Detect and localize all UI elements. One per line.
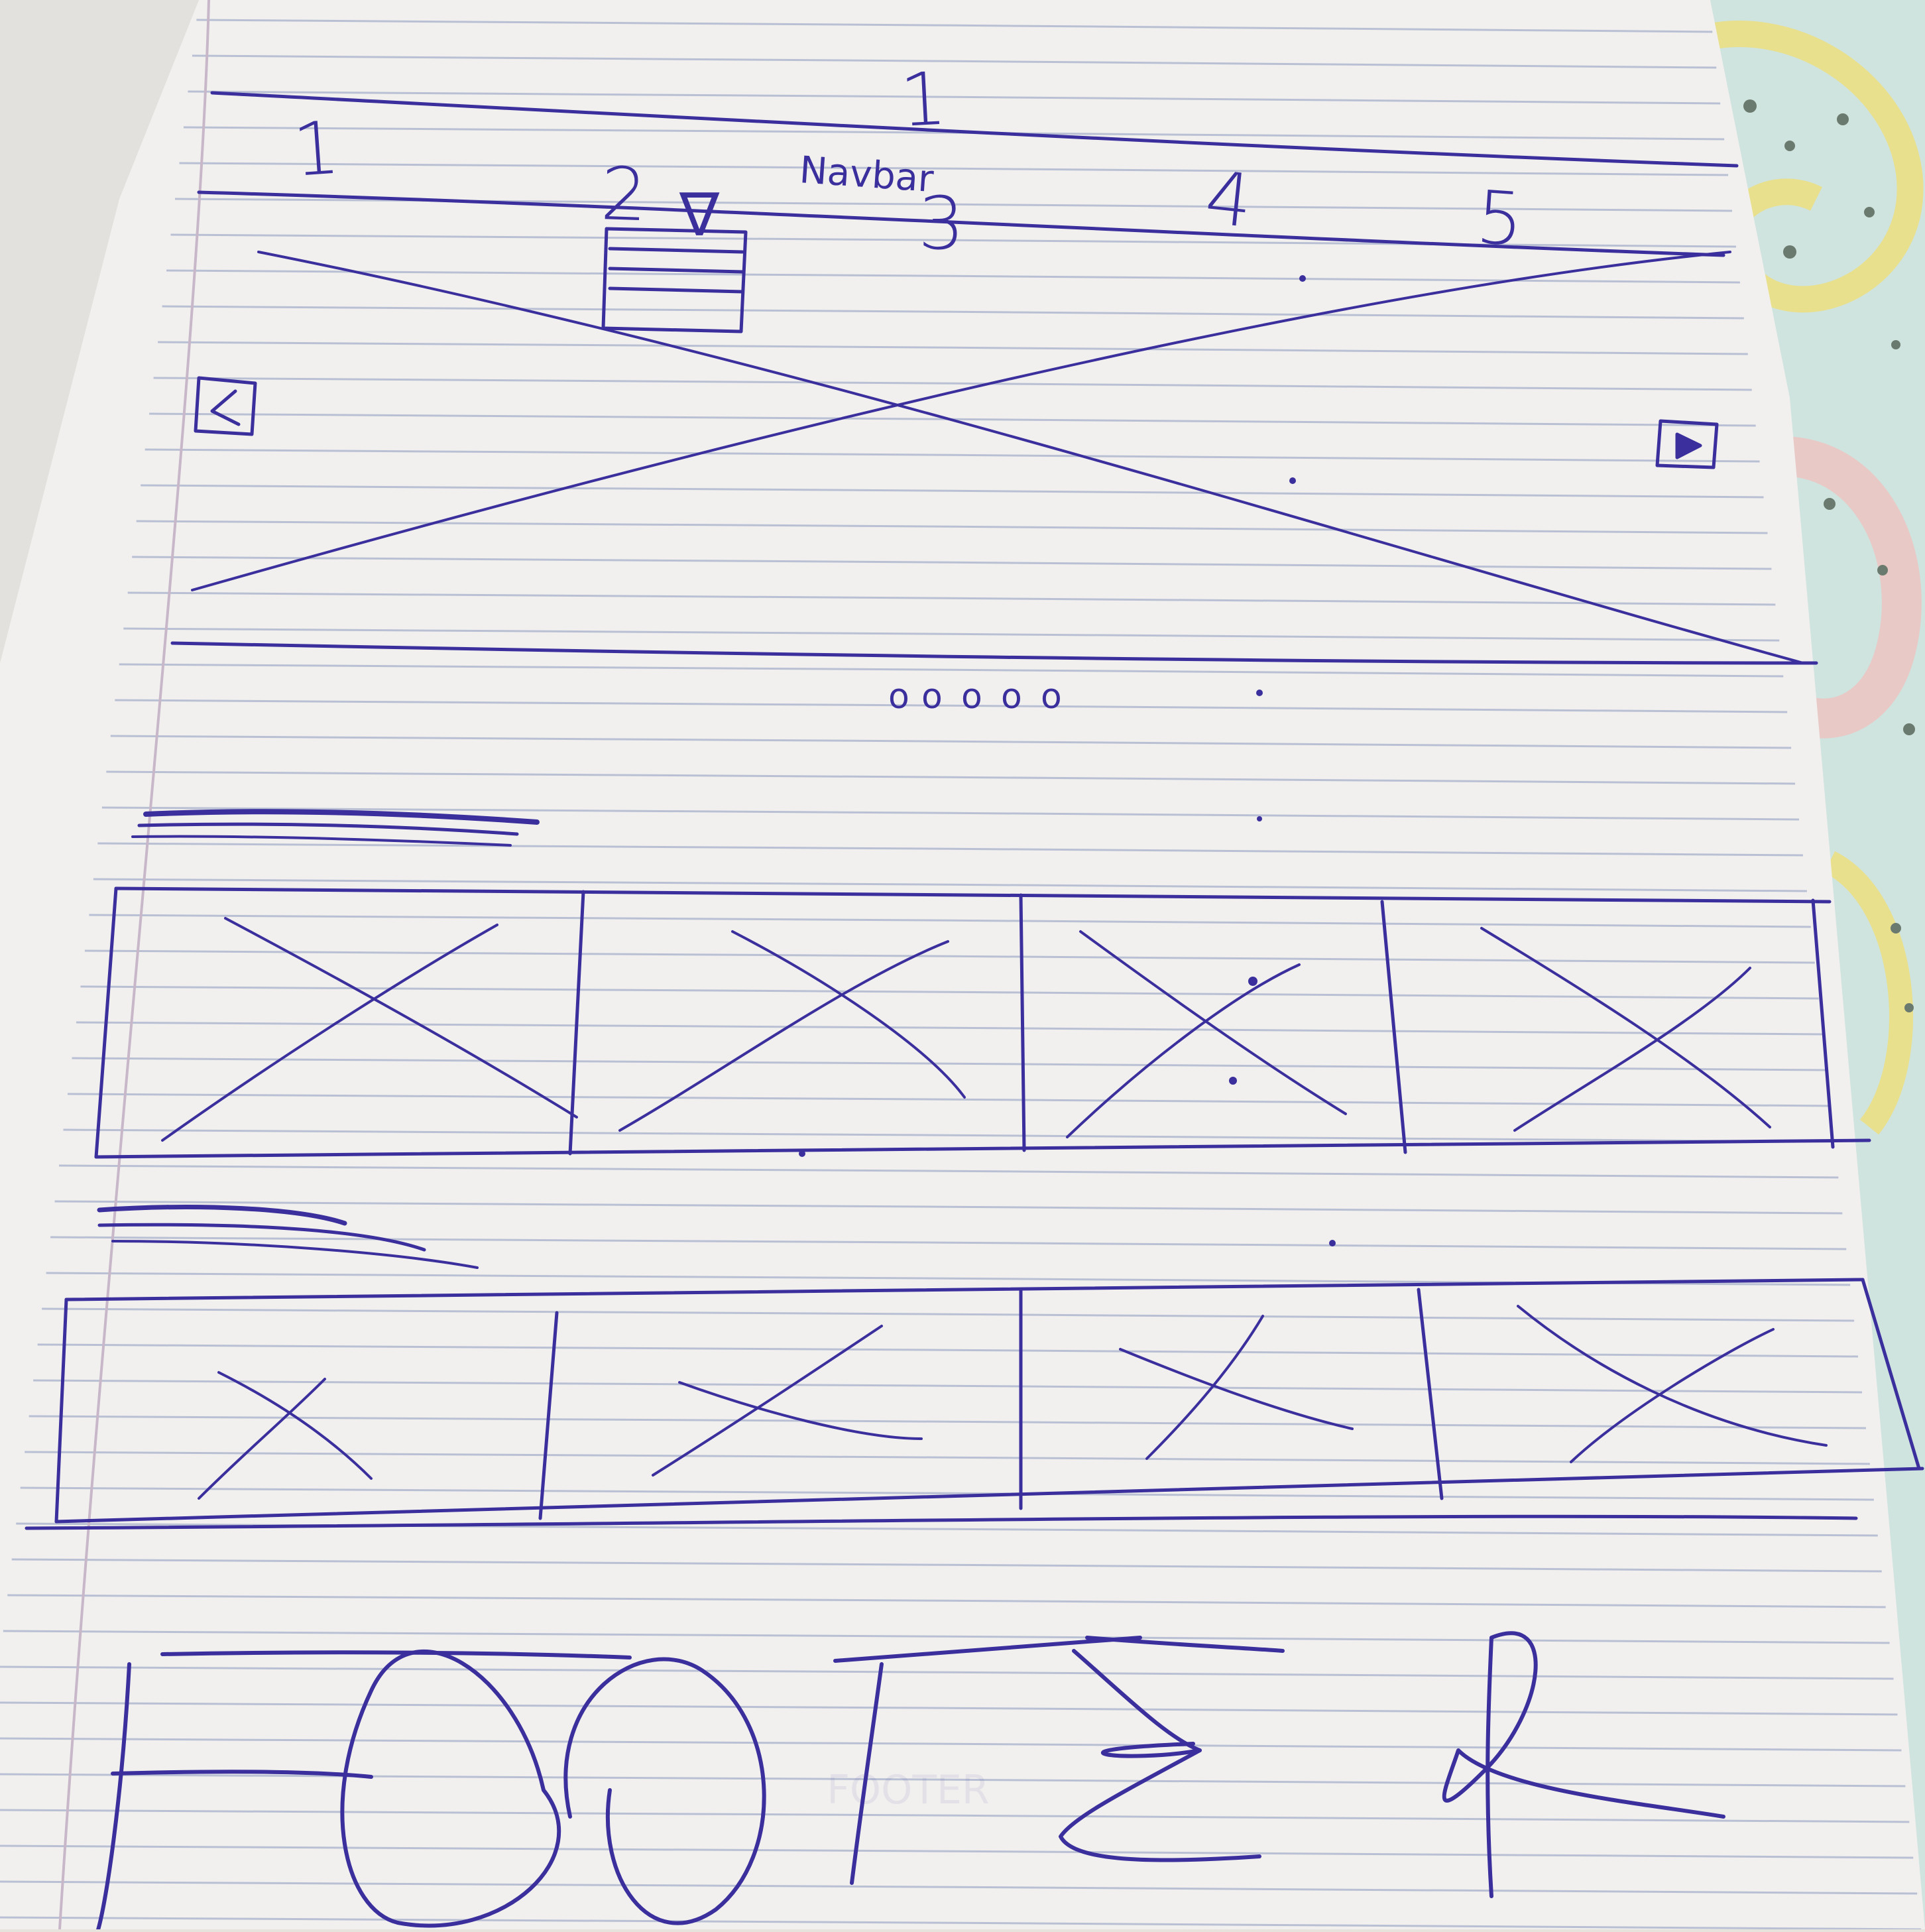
notebook-rule-line	[141, 484, 1764, 499]
nav-item-1: 1	[290, 105, 343, 193]
stray-ink-dots	[799, 275, 1336, 1246]
notebook-rule-line	[63, 1128, 1835, 1143]
notebook-rule-line	[80, 985, 1819, 1000]
notebook-rule-line	[3, 1630, 1890, 1644]
notebook-rule-line	[115, 699, 1788, 713]
notebook-rule-line	[106, 770, 1796, 785]
notebook-rule-line	[0, 1701, 1898, 1716]
section-heading-scribble-2	[97, 1205, 479, 1269]
notebook-rule-line	[0, 1809, 1910, 1823]
navbar-label: Navbar	[798, 149, 935, 201]
notebook-rule-line	[29, 1415, 1866, 1429]
notebook-rule-line	[59, 1164, 1839, 1179]
notebook-rule-line	[179, 162, 1729, 176]
nav-item-2: 2	[599, 151, 648, 237]
notebook-rule-line	[123, 627, 1780, 642]
notebook-rule-line	[192, 54, 1717, 69]
notebook-rule-line	[110, 735, 1792, 749]
notebook-rule-line	[136, 520, 1768, 534]
notebook-left-pages	[0, 0, 199, 663]
hero-banner-sketch	[170, 251, 1818, 665]
notebook-rule-line	[76, 1021, 1823, 1036]
carousel-prev-icon	[194, 376, 257, 436]
nav-item-5: 5	[1474, 174, 1526, 263]
notebook-rule-line	[196, 19, 1713, 33]
carousel-dot-3[interactable]: o	[961, 677, 982, 717]
notebook-rule-line	[132, 556, 1772, 570]
notebook-rule-line	[84, 949, 1815, 964]
notebook-rule-line	[145, 448, 1760, 463]
carousel-next-icon	[1655, 419, 1719, 469]
notebook-rule-line	[11, 1558, 1882, 1573]
notebook-rule-line	[89, 914, 1811, 928]
notebook-rule-line	[0, 1665, 1894, 1680]
notebook-rule-line	[0, 1916, 1922, 1931]
notebook-rule-line	[67, 1093, 1831, 1107]
nav-dropdown-icon: ∇	[679, 180, 720, 250]
notebook-rule-line	[119, 663, 1784, 678]
section-heading-scribble-1	[131, 809, 540, 847]
notebook-rule-line	[72, 1057, 1827, 1071]
notebook-rule-line	[42, 1307, 1855, 1322]
notebook-rule-line	[50, 1236, 1847, 1250]
notebook-rule-line	[97, 842, 1803, 857]
carousel-dot-4[interactable]: o	[1001, 677, 1022, 717]
notebook-rule-line	[33, 1379, 1863, 1394]
footer-label: FOOTER	[827, 1767, 989, 1813]
nav-item-3: 3	[918, 181, 964, 266]
notebook-margin-line	[58, 0, 210, 1930]
notebook-rule-line	[0, 1737, 1902, 1752]
notebook-rule-line	[54, 1200, 1843, 1215]
notebook-rule-line	[153, 377, 1752, 391]
notebook-rule-line	[166, 269, 1740, 284]
notebook-rule-line	[127, 591, 1776, 606]
carousel-dot-5[interactable]: o	[1041, 677, 1062, 717]
carousel-dot-2[interactable]: o	[921, 677, 943, 717]
notebook-rule-line	[20, 1486, 1874, 1501]
notebook-rule-line	[93, 878, 1807, 892]
nav-item-4: 4	[1201, 155, 1256, 245]
notebook-rule-line	[162, 305, 1744, 320]
notebook-rule-line	[25, 1451, 1870, 1465]
nav-dropdown-box	[601, 227, 748, 333]
navbar-sketch	[197, 91, 1739, 257]
notebook-rule-line	[0, 1880, 1918, 1895]
nav-title-number: 1	[898, 56, 949, 143]
carousel-dots: o o o o o	[888, 677, 1062, 717]
carousel-dot-1[interactable]: o	[888, 677, 909, 717]
notebook-rule-line	[158, 341, 1748, 355]
notebook-rule-line	[7, 1594, 1886, 1608]
notebook-rule-line	[0, 1844, 1914, 1859]
notebook-rule-line	[101, 806, 1799, 821]
image-row-1	[94, 886, 1871, 1159]
notebook-rule-line	[188, 90, 1721, 105]
notebook-rule-line	[37, 1343, 1859, 1358]
footer-lettering	[95, 1631, 1725, 1932]
